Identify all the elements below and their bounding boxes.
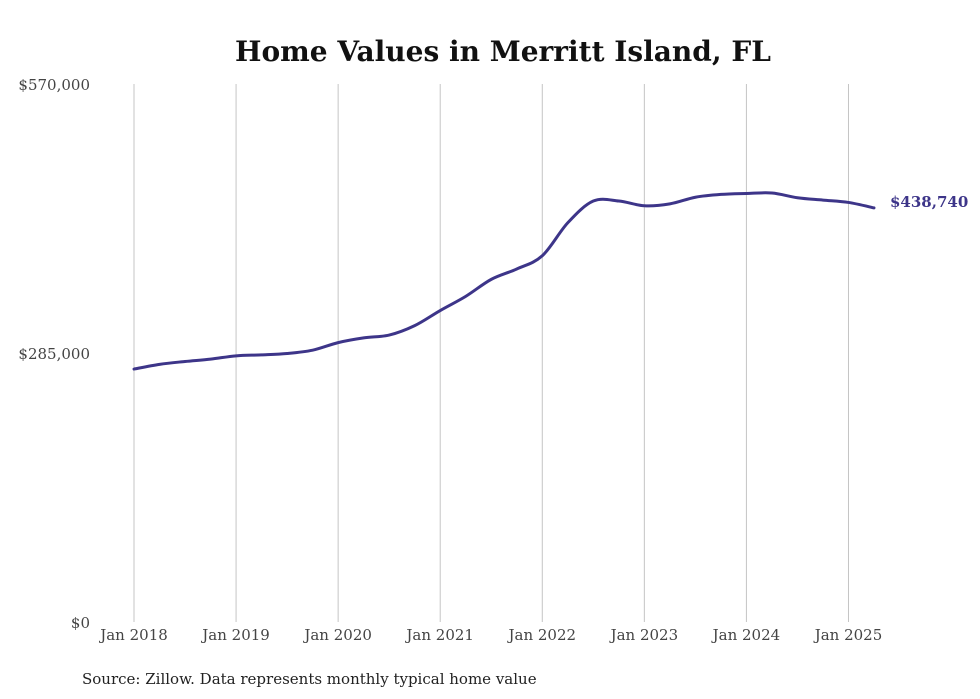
x-tick-label: Jan 2021 <box>404 626 474 644</box>
chart-title: Home Values in Merritt Island, FL <box>235 35 771 68</box>
y-axis-tick-labels: $0 $285,000 $570,000 <box>18 76 90 632</box>
series-end-label: $438,740 <box>890 193 968 211</box>
x-tick-label: Jan 2025 <box>813 626 883 644</box>
y-tick-label: $0 <box>71 614 90 632</box>
x-tick-label: Jan 2018 <box>98 626 168 644</box>
x-tick-label: Jan 2024 <box>711 626 781 644</box>
x-tick-label: Jan 2019 <box>200 626 270 644</box>
y-tick-label: $570,000 <box>18 76 90 94</box>
x-tick-label: Jan 2022 <box>506 626 576 644</box>
y-tick-label: $285,000 <box>18 345 90 363</box>
x-tick-label: Jan 2020 <box>302 626 372 644</box>
series-layer: $438,740 <box>132 191 968 371</box>
gridlines <box>133 84 849 622</box>
x-tick-label: Jan 2023 <box>609 626 679 644</box>
x-axis-tick-labels: Jan 2018 Jan 2019 Jan 2020 Jan 2021 Jan 2022… <box>98 626 882 644</box>
series-line <box>132 191 876 371</box>
source-note: Source: Zillow. Data represents monthly … <box>82 670 537 688</box>
